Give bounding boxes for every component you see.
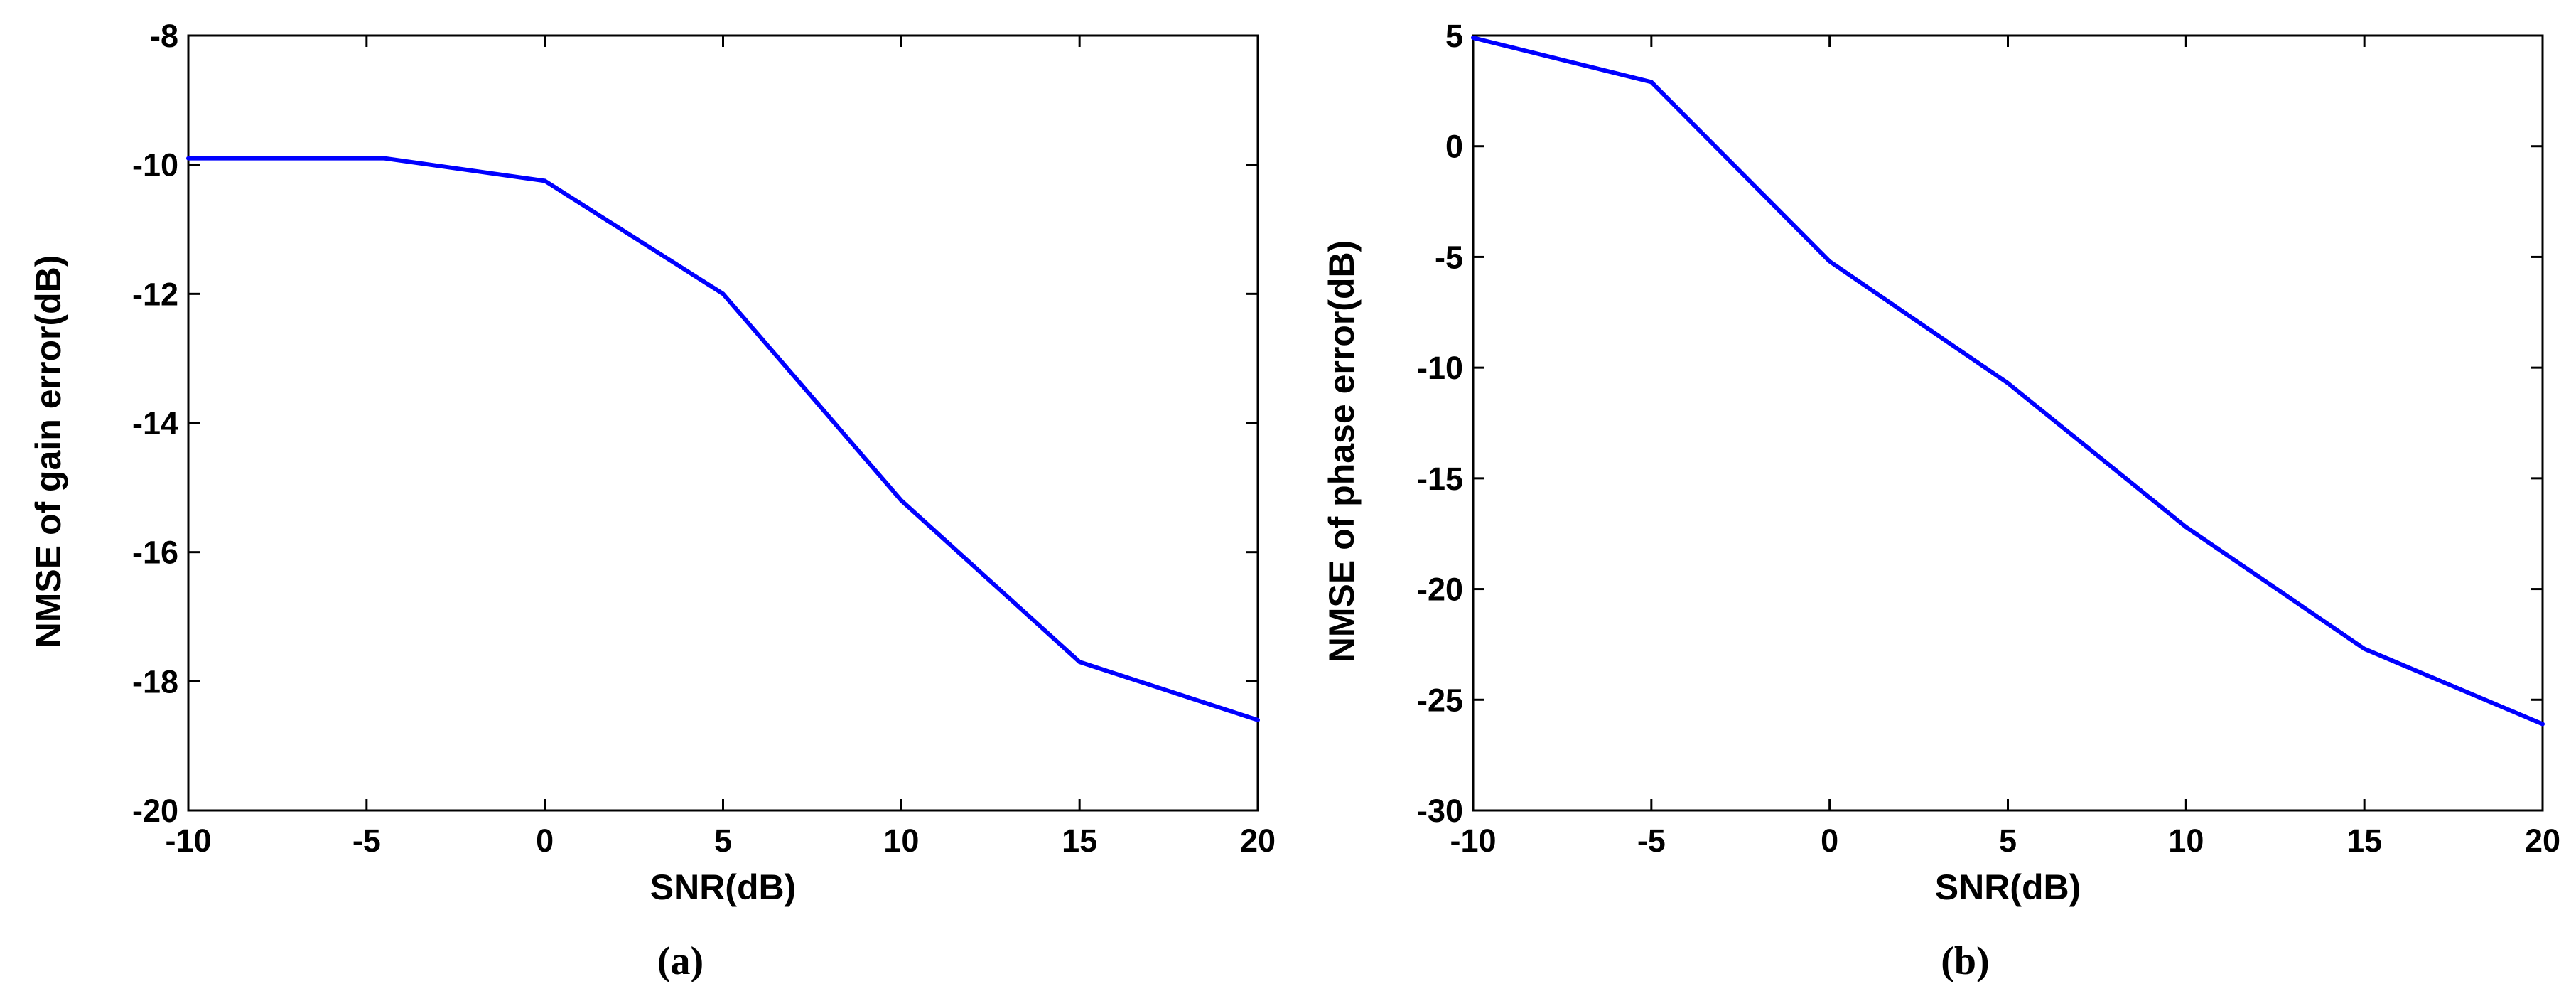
x-tick-label-20: 20	[1240, 823, 1276, 859]
y-axis-title: NMSE of gain error(dB)	[28, 255, 68, 648]
y-tick-label-10: -10	[1417, 350, 1463, 386]
y-axis-title: NMSE of phase error(dB)	[1322, 240, 1362, 663]
y-tick-label-20: -20	[1417, 572, 1463, 608]
y-tick-label-12: -12	[132, 276, 178, 312]
x-tick-label-5: -5	[1637, 823, 1666, 859]
y-tick-label-18: -18	[132, 663, 178, 700]
y-tick-label-14: -14	[132, 405, 178, 441]
panel-label: (b)	[1941, 939, 1989, 983]
chart-panel-a: -10 -5 0 5 10 15 20 -20 -18 -16 -14 -12 -10 -8 SNR(dB)…	[28, 18, 1276, 983]
y-tick-label-20: -20	[132, 793, 178, 829]
x-tick-label-0: 0	[536, 823, 554, 859]
x-tick-label-15: 15	[1062, 823, 1097, 859]
y-tick-label-15: -15	[1417, 461, 1463, 497]
x-tick-label-10: 10	[2168, 823, 2204, 859]
y-tick-label-25: -25	[1417, 682, 1463, 718]
chart-panel-b: -10 -5 0 5 10 15 20 -30 -25 -20 -15 -10 -5 0 5 SNR(dB) N…	[1322, 18, 2560, 983]
x-tick-label-5: 5	[1999, 823, 2017, 859]
x-axis-title: SNR(dB)	[650, 867, 797, 907]
y-tick-label-5: -5	[1435, 239, 1463, 275]
plot-frame	[187, 34, 1259, 812]
x-tick-label-0: 0	[1821, 823, 1838, 859]
y-tick-label-10: -10	[132, 147, 178, 183]
x-tick-label-15: 15	[2346, 823, 2382, 859]
plot-frame	[1472, 34, 2544, 812]
x-tick-label-10: 10	[883, 823, 919, 859]
y-tick-label-30: -30	[1417, 793, 1463, 829]
y-tick-label-0: 0	[1445, 129, 1463, 165]
x-tick-label-10: -10	[1450, 823, 1496, 859]
x-axis-title: SNR(dB)	[1935, 867, 2081, 907]
panel-label: (a)	[657, 939, 704, 983]
x-tick-label-10: -10	[165, 823, 211, 859]
y-tick-label-16: -16	[132, 535, 178, 571]
series-line-0	[1471, 36, 2545, 727]
y-tick-label-5: 5	[1445, 18, 1463, 54]
series-line-0	[186, 156, 1260, 722]
x-tick-label-20: 20	[2525, 823, 2560, 859]
x-tick-label-5: 5	[714, 823, 732, 859]
y-tick-label-8: -8	[150, 18, 178, 54]
x-tick-label-5: -5	[352, 823, 381, 859]
